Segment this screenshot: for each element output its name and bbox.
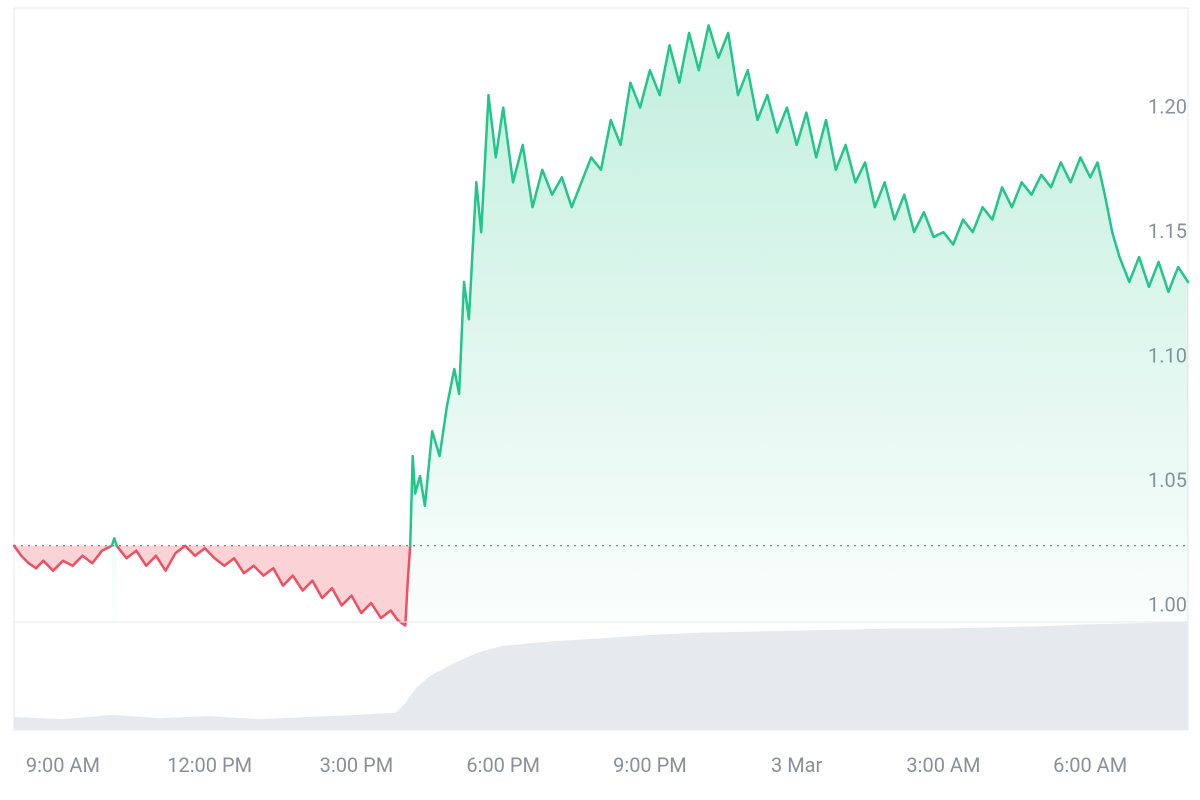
price-area-below-baseline <box>14 546 410 626</box>
x-tick-label: 3:00 AM <box>906 753 980 777</box>
chart-svg: 1.001.051.101.151.20 9:00 AM12:00 PM3:00… <box>0 0 1200 800</box>
y-tick-label: 1.15 <box>1148 219 1187 243</box>
x-tick-label: 9:00 AM <box>26 753 100 777</box>
x-tick-label: 3 Mar <box>771 753 823 777</box>
volume-area <box>14 622 1188 730</box>
price-chart[interactable]: 1.001.051.101.151.20 9:00 AM12:00 PM3:00… <box>0 0 1200 800</box>
x-tick-label: 3:00 PM <box>320 753 394 777</box>
price-area-above-baseline <box>112 25 1188 622</box>
x-tick-label: 6:00 PM <box>466 753 540 777</box>
x-tick-label: 12:00 PM <box>167 753 252 777</box>
x-tick-label: 6:00 AM <box>1053 753 1127 777</box>
y-tick-label: 1.20 <box>1148 95 1187 119</box>
x-tick-label: 9:00 PM <box>613 753 687 777</box>
x-axis-ticks: 9:00 AM 12:00 PM 3:00 PM 6:00 PM 9:00 PM 3 Ma… <box>26 753 1127 777</box>
